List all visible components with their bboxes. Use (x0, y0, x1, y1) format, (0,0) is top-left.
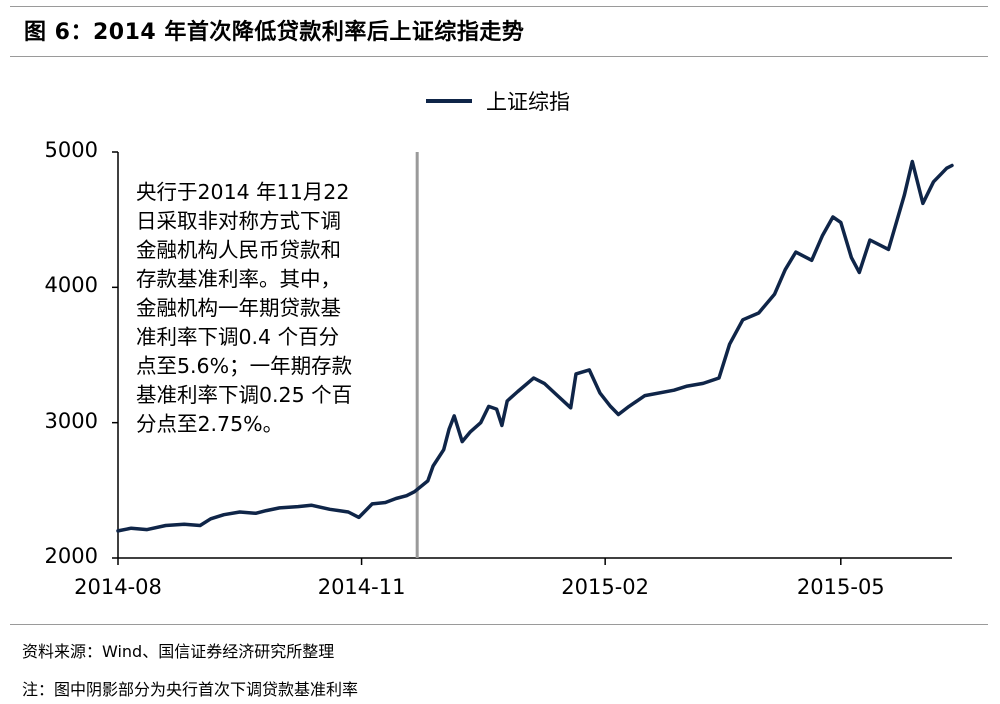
top-rule (10, 6, 988, 7)
x-tick-label: 2015-02 (561, 575, 650, 599)
y-tick-label: 4000 (44, 273, 98, 298)
annotation-line: 分点至2.75%。 (136, 412, 284, 436)
annotation-line: 央行于2014 年11月22 (136, 180, 350, 204)
annotation-line: 点至5.6%；一年期存款 (136, 354, 353, 378)
legend: 上证综指 (426, 86, 570, 116)
y-tick-label: 3000 (44, 408, 98, 433)
annotation-box: 央行于2014 年11月22 日采取非对称方式下调 金融机构人民币贷款和 存款基… (136, 178, 396, 439)
source-note: 资料来源：Wind、国信证券经济研究所整理 (22, 642, 335, 661)
x-tick-label: 2014-11 (317, 575, 406, 599)
annotation-line: 金融机构人民币贷款和 (136, 238, 341, 262)
annotation-line: 准利率下调0.4 个百分 (136, 325, 340, 349)
y-tick-label: 2000 (44, 544, 98, 568)
y-tick-label: 5000 (44, 138, 98, 162)
series-line-shanghai-composite (116, 159, 954, 533)
x-tick-label: 2014-08 (74, 575, 162, 599)
footer-rule (10, 624, 988, 625)
annotation-line: 金融机构一年期贷款基 (136, 296, 341, 320)
annotation-line: 日采取非对称方式下调 (136, 209, 341, 233)
annotation-line: 存款基准利率。其中， (136, 267, 341, 291)
annotation-line: 基准利率下调0.25 个百 (136, 383, 353, 407)
legend-swatch (426, 99, 472, 103)
figure-title: 图 6：2014 年首次降低贷款利率后上证综指走势 (24, 20, 525, 45)
x-tick-label: 2015-05 (796, 575, 885, 599)
title-rule (10, 56, 988, 57)
footnote: 注：图中阴影部分为央行首次下调贷款基准利率 (22, 680, 359, 699)
legend-label: 上证综指 (486, 90, 570, 114)
